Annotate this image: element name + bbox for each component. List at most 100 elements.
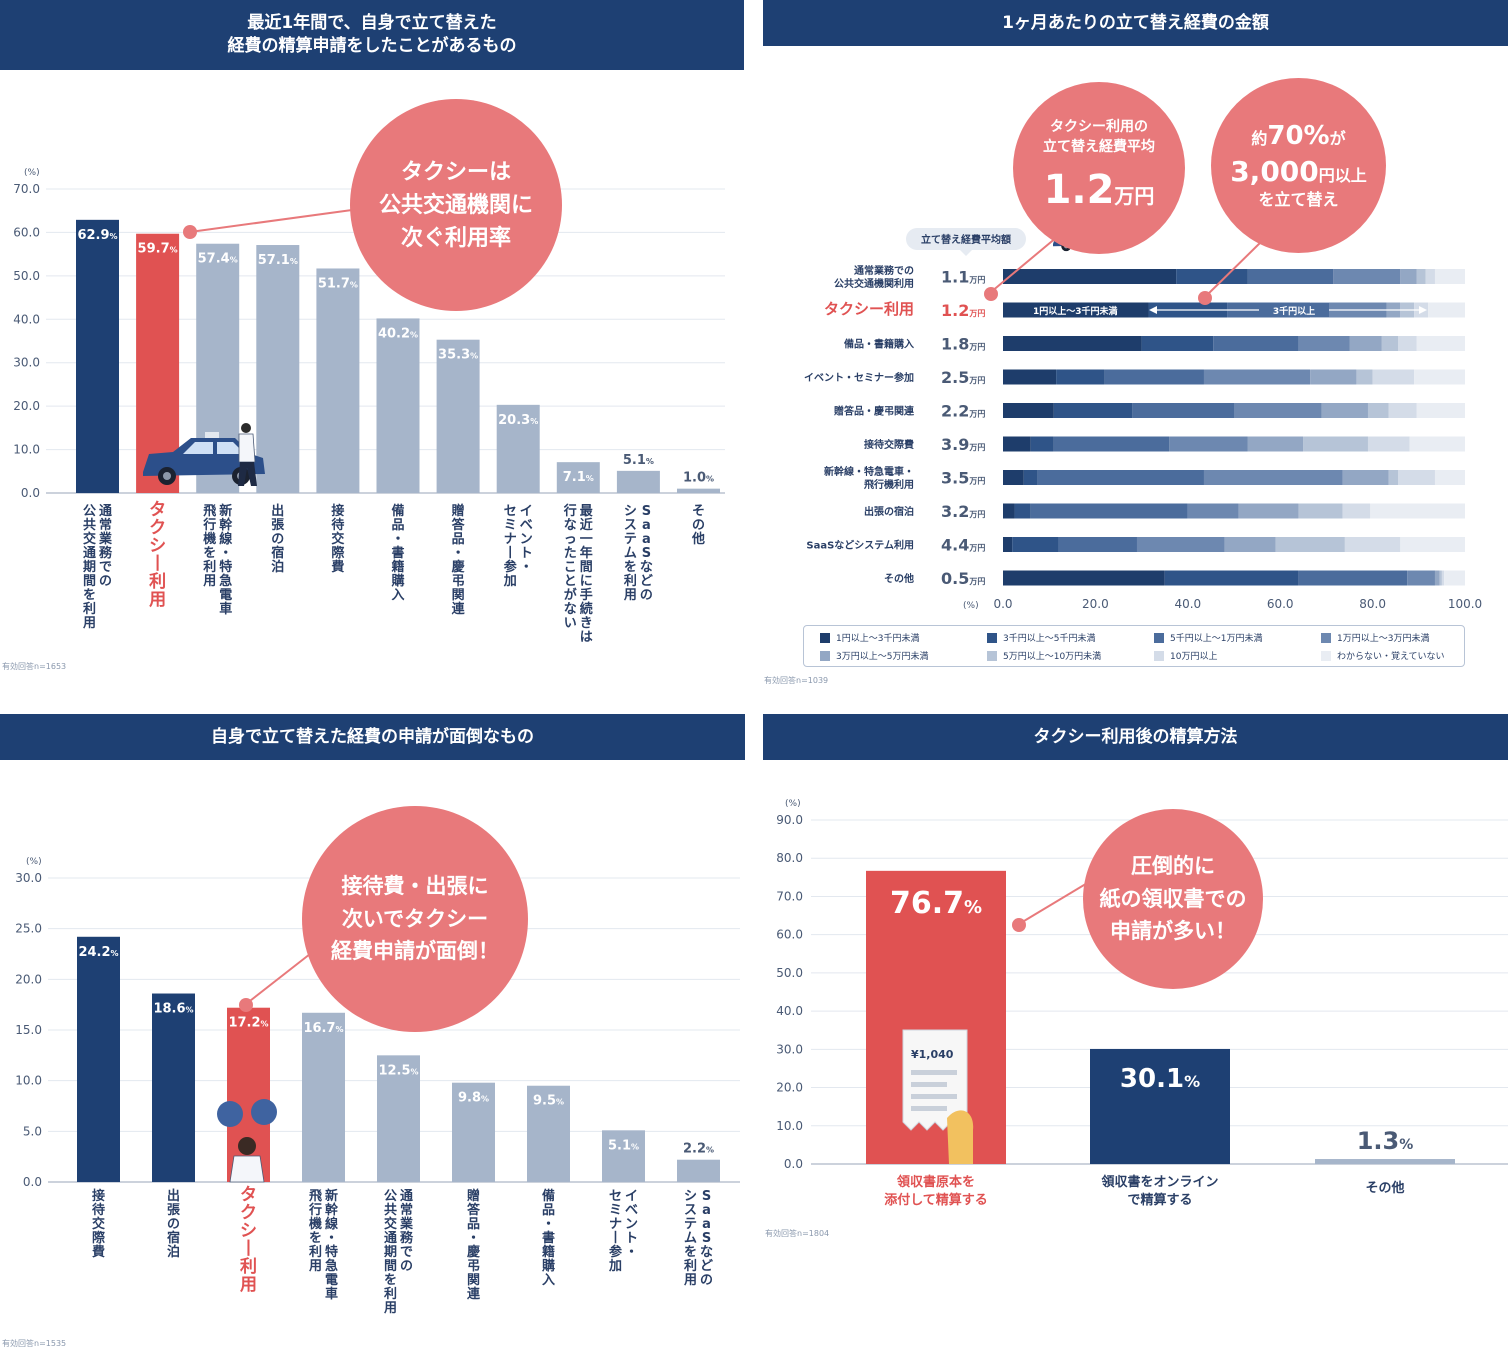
category-label-char: 急 — [325, 1258, 338, 1274]
data-label-unit: % — [1399, 1137, 1413, 1153]
category-label-char: ス — [684, 1203, 697, 1218]
panel-2-callout-share-amount: 3,000 — [1230, 154, 1319, 188]
stack-segment — [1058, 537, 1137, 552]
panel-2-callout-share-line1: 約70%が — [1251, 120, 1345, 154]
stack-segment — [1400, 269, 1417, 284]
stack-segment — [1203, 369, 1311, 385]
data-label: 2.2% — [683, 1142, 714, 1157]
stack-segment — [1367, 436, 1410, 452]
stack-segment — [1398, 470, 1435, 485]
category-label-char: イ — [625, 1189, 638, 1204]
y-tick-label: 70.0 — [776, 889, 803, 903]
category-label-char: 品 — [467, 1217, 480, 1232]
average-value: 1.1万円 — [941, 268, 985, 287]
category-label-char: 交 — [384, 1216, 397, 1232]
stack-segment — [1132, 403, 1234, 418]
average-value: 0.5万円 — [941, 569, 985, 588]
stack-segment — [1014, 503, 1031, 519]
chart-3-svg: 30.0 25.0 20.0 15.0 10.0 5.0 0.0 (%) 24.2% 接待交際費 1… — [15, 857, 740, 1316]
receipt-line — [911, 1094, 957, 1099]
bar — [527, 1085, 570, 1182]
legend-label: 5万円以上～10万円未満 — [1003, 652, 1102, 662]
category-label-char: は — [580, 630, 593, 645]
category-label: 領収書をオンライン — [1101, 1174, 1218, 1190]
category-label-char: の — [271, 532, 284, 547]
bar — [377, 1055, 420, 1182]
category-label-char: 手 — [580, 587, 593, 603]
category-label-char: 利 — [309, 1244, 322, 1260]
legend-swatch — [1154, 632, 1164, 643]
bar — [452, 1082, 495, 1182]
category-label-char: シ — [149, 536, 166, 556]
category-label-char: ・ — [325, 1231, 338, 1246]
category-label-char: 用 — [623, 588, 637, 603]
data-label-unit: % — [411, 1067, 419, 1076]
data-label-unit: % — [556, 1098, 564, 1107]
taxi-window — [183, 442, 213, 454]
y-tick-label: 15.0 — [15, 1023, 42, 1037]
category-label-char: 泊 — [271, 559, 284, 575]
data-label-unit: % — [336, 1025, 344, 1034]
data-label: 62.9% — [77, 228, 117, 243]
category-label-char: シ — [240, 1221, 257, 1241]
stack-segment — [1333, 269, 1401, 284]
category-label-char: 利 — [149, 571, 166, 592]
legend-swatch — [1321, 650, 1331, 661]
category-label-char: 備 — [542, 1188, 555, 1204]
category-label-char: セ — [504, 504, 517, 519]
bar — [556, 462, 600, 493]
category-label-char: 関 — [452, 588, 465, 603]
category-label-char: ・ — [542, 1217, 555, 1232]
category-label-char: を — [624, 560, 637, 575]
category-label-char: a — [642, 532, 651, 547]
category-label: タクシー利用 — [824, 300, 914, 318]
category-label-char: な — [640, 560, 653, 575]
legend-item: 3万円以上～5万円未満 — [820, 649, 928, 662]
stack-segment — [1104, 369, 1204, 385]
panel-4: タクシー利用後の精算方法 90.0 80.0 70.0 60.0 50.0 40.0 30.… — [763, 714, 1510, 1350]
person-legs — [238, 462, 257, 486]
category-label-char: テ — [684, 1217, 697, 1232]
category-label-char: な — [700, 1245, 713, 1260]
category-label-char: 購 — [390, 573, 404, 589]
average-value: 2.2万円 — [941, 402, 985, 421]
legend-swatch — [820, 632, 830, 643]
range-label-right-bg — [1259, 303, 1329, 317]
stack-segment — [1416, 269, 1426, 284]
category-label-char: 電 — [219, 588, 232, 603]
average-value: 4.4万円 — [941, 536, 985, 555]
category-label-char: 宿 — [271, 545, 284, 561]
category-label-char: 間 — [580, 560, 593, 575]
bar — [677, 1159, 720, 1182]
category-label-char: 弔 — [467, 1259, 480, 1274]
category-label-char: 贈 — [452, 503, 465, 519]
category-label-char: 常 — [400, 1202, 413, 1218]
stack-segment — [1003, 503, 1015, 519]
stack-segment — [1321, 403, 1368, 418]
category-label-char: 品 — [391, 518, 404, 533]
panel-1: 最近1年間で、自身で立て替えた 経費の精算申請をしたことがあるもの 70.0 60… — [0, 0, 745, 690]
stack-segment — [1342, 503, 1371, 519]
category-label: 公共交通機関利用 — [834, 277, 914, 290]
taxi-illustration — [143, 423, 265, 486]
panel-3-callout-line3: 経費申請が面倒！ — [331, 939, 499, 964]
data-label-unit: % — [964, 897, 982, 918]
category-label-char: 用 — [149, 590, 166, 610]
category-label: 飛行機利用 — [863, 478, 914, 491]
stack-segment — [1342, 470, 1389, 485]
category-label-char: 近 — [580, 517, 593, 533]
category-label-char: 線 — [325, 1216, 339, 1232]
callout-connector — [990, 231, 1064, 293]
stack-segment — [1003, 436, 1031, 452]
category-label-char: 用 — [308, 1259, 322, 1274]
category-label-char: な — [564, 602, 577, 617]
data-label-unit: % — [410, 330, 418, 339]
bar — [436, 339, 480, 493]
average-unit: 万円 — [968, 309, 985, 318]
callout-dot — [1198, 291, 1212, 305]
data-label-unit: % — [350, 280, 358, 289]
data-label: 17.2% — [228, 1016, 268, 1031]
data-label: 20.3% — [498, 413, 538, 428]
data-label-unit: % — [706, 475, 714, 484]
